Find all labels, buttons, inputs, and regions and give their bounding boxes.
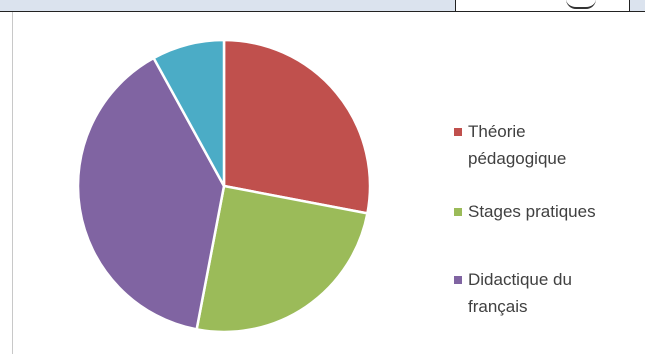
table-cell-divider: [455, 0, 456, 12]
legend-label-didactique-line1: Didactique du: [468, 270, 572, 289]
legend-swatch-theorie: [454, 128, 462, 136]
legend-label-didactique-line2: français: [468, 297, 528, 316]
chart-area: [12, 12, 645, 354]
legend-label-theorie: Théorie pédagogique: [468, 118, 638, 172]
legend-label-theorie-line2: pédagogique: [468, 149, 567, 168]
pie-slices: [76, 38, 372, 334]
pie-slice-autre: [152, 38, 226, 188]
pie-slice-theorie: [222, 38, 372, 215]
pie-slice-stages: [195, 184, 369, 334]
cropped-text-glyph: [566, 0, 596, 9]
legend-label-stages-line1: Stages pratiques: [468, 202, 596, 221]
table-cell: [456, 0, 629, 11]
legend-label-theorie-line1: Théorie: [468, 122, 526, 141]
pie-slice-didactique: [76, 56, 226, 331]
table-header-strip: [0, 0, 645, 12]
table-cell-divider: [629, 0, 630, 12]
legend-swatch-didactique: [454, 276, 462, 284]
legend-swatch-stages: [454, 208, 462, 216]
legend-label-stages: Stages pratiques: [468, 198, 638, 225]
legend-label-didactique: Didactique du français: [468, 266, 638, 320]
